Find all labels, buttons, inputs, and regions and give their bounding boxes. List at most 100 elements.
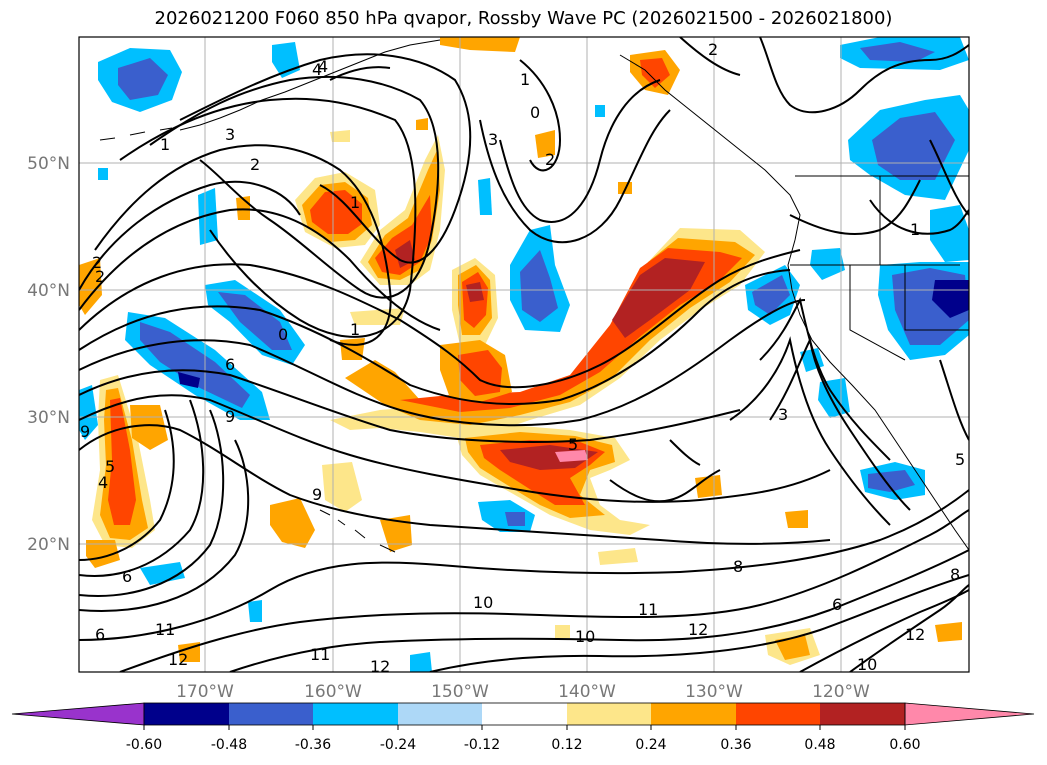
pos-region: [380, 515, 412, 552]
neg-region: [505, 512, 525, 526]
neg-region: [178, 372, 200, 388]
contour-label: 3: [488, 130, 498, 149]
lat-label: 40°N: [27, 281, 70, 301]
contour-label: 12: [905, 625, 925, 644]
contour-label: 5: [955, 450, 965, 469]
pos-region: [555, 450, 588, 462]
contour-label: 2: [95, 267, 105, 286]
contour-label: 6: [95, 625, 105, 644]
gridlines: [79, 37, 969, 672]
neg-region: [478, 178, 492, 215]
neg-region: [868, 470, 915, 492]
lon-label: 120°W: [812, 682, 870, 702]
pos-region: [79, 258, 102, 315]
state-border: [904, 265, 969, 331]
contour-label: 6: [225, 355, 235, 374]
contour-label: 4: [312, 60, 322, 79]
contour-label: 9: [80, 422, 90, 441]
contour-label: 12: [370, 657, 390, 676]
map-title: 2026021200 F060 850 hPa qvapor, Rossby W…: [154, 8, 893, 29]
colorbar-tick-label: 0.36: [720, 737, 751, 753]
lat-label: 50°N: [27, 154, 70, 174]
lon-label: 140°W: [558, 682, 616, 702]
map-frame: [78, 36, 970, 673]
contour-label: 5: [105, 457, 115, 476]
colorbar-tick-label: -0.36: [295, 737, 331, 753]
pos-region: [935, 622, 962, 642]
pos-region: [130, 405, 168, 450]
contour-label: 1: [520, 70, 530, 89]
neg-region: [810, 248, 845, 280]
contour-label: 1: [910, 220, 920, 239]
lon-label: 150°W: [431, 682, 489, 702]
neg-region: [79, 385, 98, 440]
colorbar-bin: [144, 703, 229, 725]
colorbar-ticks: [143, 725, 906, 730]
colorbar-bin: [398, 703, 482, 725]
hawaii-islands: [319, 509, 396, 553]
neg-region: [595, 105, 605, 117]
contour-label: 11: [155, 620, 175, 639]
contour-label: 1: [160, 135, 170, 154]
contour-label: 4: [98, 473, 108, 492]
contour-label: 11: [638, 600, 658, 619]
contour-label: 2: [545, 150, 555, 169]
colorbar-tick-label: 0.12: [551, 737, 582, 753]
neg-region: [410, 652, 432, 672]
colorbar-tick-label: -0.60: [126, 737, 162, 753]
contour-label: 9: [225, 407, 235, 426]
neg-region: [98, 168, 108, 180]
colorbar-bin: [736, 703, 820, 725]
pos-region: [330, 130, 350, 142]
pos-region: [310, 190, 362, 234]
contour-label: 6: [122, 567, 132, 586]
aleutian-islands: [99, 127, 173, 141]
coastlines: [99, 39, 969, 553]
map-content: 2 4 1 3 0 3 2 2 1 2 1 2 0 1 6 9 9 4 5 6 …: [79, 37, 969, 676]
colorbar-tick-label: -0.24: [380, 737, 416, 753]
contour-label: 12: [688, 620, 708, 639]
longitude-labels: 170°W 160°W 150°W 140°W 130°W 120°W: [176, 682, 870, 702]
contour-label: 2: [92, 253, 102, 272]
contour-label: 0: [530, 103, 540, 122]
pos-region: [598, 548, 638, 565]
lat-label: 20°N: [27, 535, 70, 555]
neg-region: [930, 205, 969, 262]
colorbar-tick-label: 0.24: [635, 737, 666, 753]
neg-region: [860, 42, 935, 62]
pos-region: [640, 58, 670, 88]
colorbar-low-extend: [11, 702, 145, 726]
contour-label: 10: [857, 655, 877, 674]
colorbar-frame: [143, 702, 906, 726]
contour-label: 1: [350, 320, 360, 339]
neg-region: [520, 250, 558, 322]
pos-region: [375, 195, 432, 275]
contour-label: 1: [350, 193, 360, 212]
contour-label: 2: [250, 155, 260, 174]
pos-region: [86, 540, 120, 568]
contour-label: 0: [278, 325, 288, 344]
neg-region: [198, 188, 218, 245]
pos-region: [416, 118, 428, 130]
colorbar-tick-label: 0.60: [889, 737, 920, 753]
contour-labels: 2 4 1 3 0 3 2 2 1 2 1 2 0 1 6 9 9 4 5 6 …: [80, 40, 965, 676]
canada-coast: [619, 54, 801, 241]
latitude-labels: 50°N 40°N 30°N 20°N: [27, 154, 70, 555]
contour-label: 8: [733, 557, 743, 576]
colorbar-bin: [820, 703, 905, 725]
lon-label: 160°W: [304, 682, 362, 702]
neg-region: [752, 275, 790, 315]
pos-region: [270, 498, 315, 548]
pos-region: [466, 282, 484, 302]
state-border: [849, 265, 906, 361]
lon-label: 170°W: [176, 682, 234, 702]
colorbar-tick-label: -0.12: [464, 737, 500, 753]
contour-label: 11: [310, 645, 330, 664]
lon-label: 130°W: [685, 682, 743, 702]
contour-label: 9: [312, 485, 322, 504]
contour-label: 5: [568, 435, 578, 454]
lat-label: 30°N: [27, 408, 70, 428]
pos-region: [695, 475, 722, 498]
us-west-coast: [787, 239, 969, 551]
